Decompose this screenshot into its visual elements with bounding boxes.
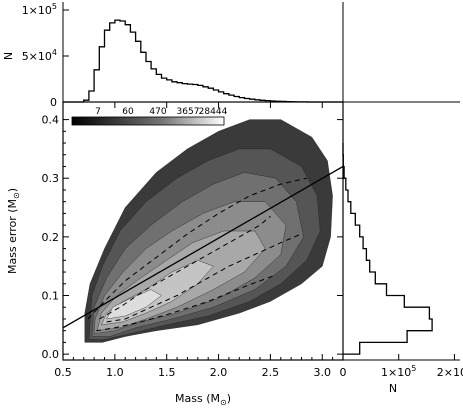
top-y-tick-label: 5×104 [22, 48, 57, 63]
contour-line-3 [106, 233, 302, 323]
right-x-tick-label: 0 [340, 366, 347, 379]
main-x-axis-label: Mass (M⊙) [175, 392, 231, 407]
top-y-tick-label: 1×105 [22, 2, 57, 17]
main-y-axis-label: Mass error (M⊙) [6, 188, 21, 274]
top-y-ticks: 0 5×104 1×105 [22, 2, 69, 109]
main-y-tick-label: 0.4 [42, 114, 60, 127]
top-y-axis-label: N [2, 52, 15, 60]
main-x-tick-label: 1.0 [106, 366, 124, 379]
right-histogram-steps [342, 143, 433, 355]
right-histogram-panel: 0 1×105 2×105 N [340, 101, 463, 395]
top-y-tick-exponent: 4 [52, 48, 57, 57]
right-x-tick-exponent: 5 [411, 364, 416, 373]
contour-line-4 [96, 274, 276, 332]
main-y-tick-label: 0.3 [42, 172, 60, 185]
colorbar-gradient [71, 116, 225, 126]
contour-line-1 [87, 177, 307, 320]
main-axes-frame [62, 101, 344, 361]
main-x-tick-label: 0.5 [54, 366, 72, 379]
colorbar: 7 60 470 3657 28444 [71, 107, 228, 126]
colorbar-label: 28444 [199, 107, 228, 117]
right-x-tick-label: 2×105 [437, 364, 463, 379]
top-y-tick-exponent: 5 [52, 2, 57, 11]
colorbar-labels: 7 60 470 3657 28444 [95, 107, 227, 117]
top-histogram-steps [63, 19, 343, 103]
main-x-tick-label: 2.0 [210, 366, 228, 379]
top-histogram-panel: 0 5×104 1×105 N [2, 2, 344, 109]
density-level-7 [106, 289, 162, 320]
main-y-tick-label: 0.2 [42, 231, 60, 244]
density-map [84, 119, 333, 343]
colorbar-label: 3657 [177, 107, 200, 117]
main-y-ticks: 0.0 0.1 0.2 0.3 0.4 [42, 114, 343, 361]
colorbar-label: 60 [122, 107, 134, 117]
top-y-tick-label: 0 [50, 96, 57, 109]
main-x-tick-label: 2.5 [262, 366, 280, 379]
main-x-tick-label: 3.0 [314, 366, 332, 379]
main-x-tick-label: 1.5 [158, 366, 176, 379]
main-x-ticks: 0.5 1.0 1.5 2.0 2.5 3.0 [54, 102, 334, 379]
right-x-tick-label: 1×105 [381, 364, 416, 379]
main-y-tick-label: 0.0 [42, 348, 60, 361]
main-y-tick-label: 0.1 [42, 290, 60, 303]
right-x-axis-label: N [389, 382, 397, 395]
right-x-ticks: 0 1×105 2×105 [340, 354, 463, 379]
main-panel: 7 60 470 3657 28444 0.5 1.0 1.5 2.0 2.5 3.0 0.00.… [6, 101, 344, 407]
fit-line-segment [63, 165, 343, 329]
contour-line-2 [99, 215, 271, 320]
contour-lines [87, 177, 307, 332]
colorbar-label: 470 [149, 107, 166, 117]
fit-line [63, 165, 343, 329]
colorbar-label: 7 [95, 107, 101, 117]
